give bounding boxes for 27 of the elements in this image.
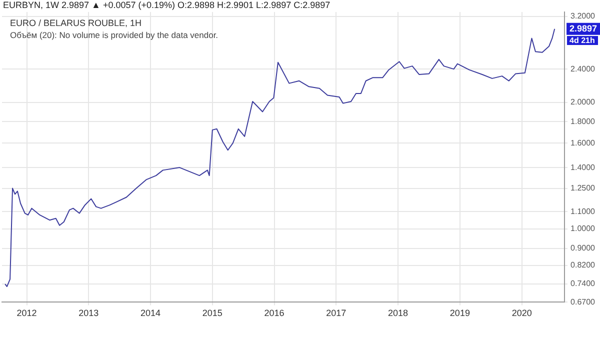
- y-tick-label: 3.2000: [570, 12, 596, 21]
- x-tick-label: 2015: [202, 308, 222, 318]
- x-tick-label: 2019: [450, 308, 470, 318]
- y-tick-label: 1.2500: [570, 183, 596, 192]
- annotation: 2.9897: [570, 23, 598, 34]
- text: 4d 21h: [566, 36, 598, 45]
- y-tick-label: 1.0000: [570, 224, 596, 234]
- x-tick-label: 2014: [140, 308, 161, 318]
- chart-title: EURBYN, 1W 2.9897 ▲ +0.0057 (+0.19%) O:2.9898 H:2.9901 L:2.9897 C:2.9897: [3, 0, 330, 10]
- x-tick-label: 2013: [78, 308, 99, 318]
- x-tick-label: 2016: [264, 308, 284, 318]
- y-tick-label: 0.6700: [570, 297, 596, 306]
- x-tick-label: 2012: [16, 308, 37, 318]
- annotation: Объём (20): No volume is provided by the data vendor.: [10, 30, 218, 40]
- y-tick-label: 2.4000: [570, 64, 596, 74]
- x-tick-label: 2018: [388, 308, 408, 318]
- y-tick-label: 2.0000: [570, 98, 596, 107]
- y-tick-label: 1.1000: [570, 206, 596, 216]
- y-tick-label: 1.6000: [570, 138, 596, 148]
- y-tick-label: 1.8000: [570, 116, 596, 126]
- y-tick-label: 0.7400: [570, 279, 596, 288]
- y-tick-label: 1.4000: [570, 162, 596, 172]
- text: EURO / BELARUS ROUBLE, 1H: [10, 18, 142, 28]
- x-tick-label: 2020: [512, 308, 532, 318]
- y-tick-label: 0.9000: [570, 243, 596, 252]
- y-tick-label: 0.8200: [570, 260, 596, 270]
- x-tick-label: 2017: [326, 308, 346, 318]
